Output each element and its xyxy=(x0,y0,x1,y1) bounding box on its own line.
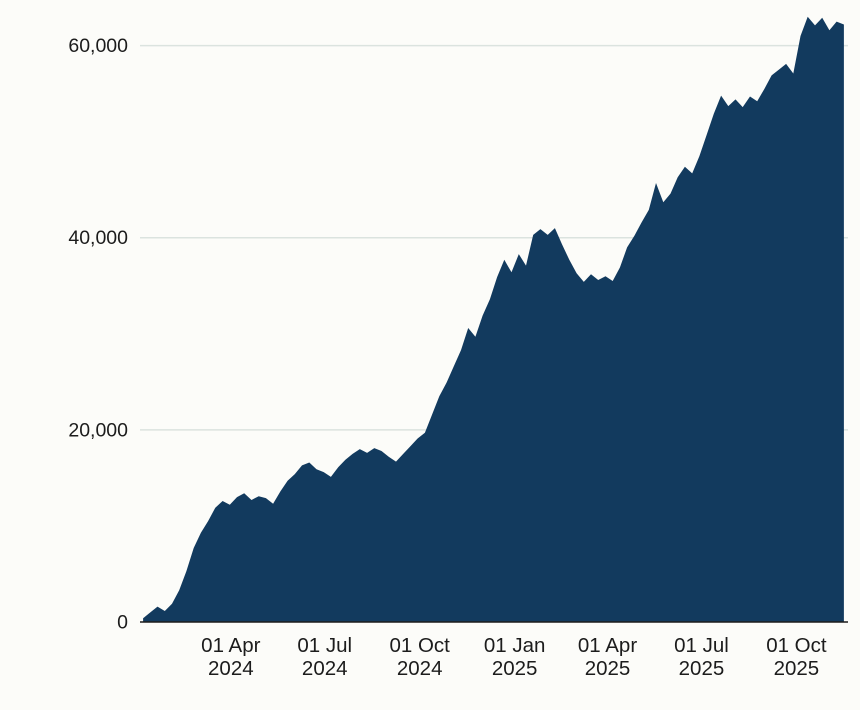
y-axis-label: 60,000 xyxy=(68,35,128,57)
x-axis-label: 01 Apr 2024 xyxy=(201,634,260,680)
x-axis-label: 01 Oct 2025 xyxy=(766,634,827,680)
x-axis-label: 01 Apr 2025 xyxy=(578,634,637,680)
x-axis-label: 01 Jul 2025 xyxy=(674,634,729,680)
y-axis-label: 20,000 xyxy=(68,419,128,441)
area-series xyxy=(143,16,844,623)
x-axis-label: 01 Jul 2024 xyxy=(297,634,352,680)
y-axis-label: 40,000 xyxy=(68,227,128,249)
x-axis-label: 01 Oct 2024 xyxy=(389,634,450,680)
x-axis-label: 01 Jan 2025 xyxy=(484,634,546,680)
y-axis-label: 0 xyxy=(117,612,128,634)
